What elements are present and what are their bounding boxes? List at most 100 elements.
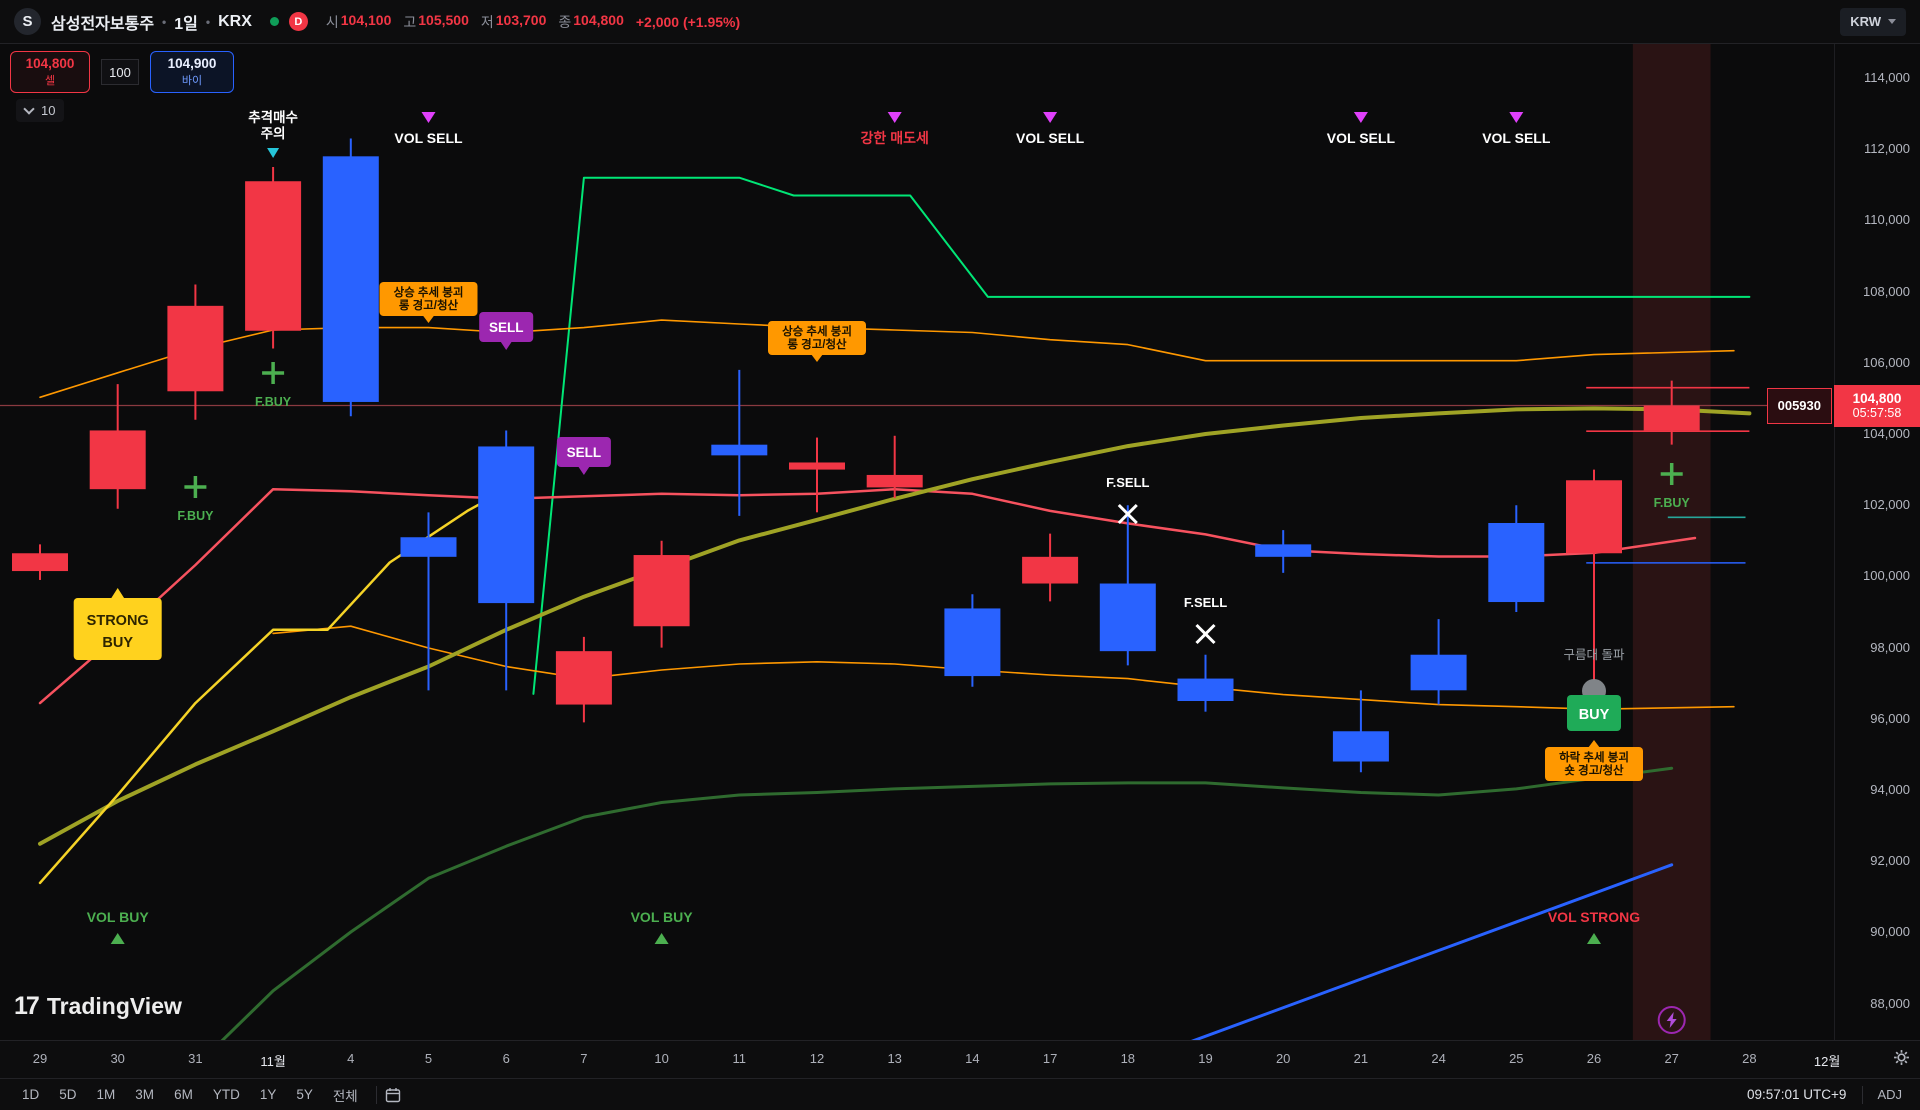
f-buy-label: F.BUY xyxy=(177,509,214,523)
date-axis-label: 11 xyxy=(732,1051,747,1066)
date-axis-label: 25 xyxy=(1509,1051,1524,1066)
high-value: 105,500 xyxy=(418,11,469,28)
candle-body xyxy=(789,462,845,470)
sell-button[interactable]: 104,800 셀 xyxy=(10,51,90,93)
price-axis-label: 98,000 xyxy=(1870,639,1910,655)
callout-text: 상승 추세 붕괴 xyxy=(782,324,852,338)
currency-selector[interactable]: KRW xyxy=(1840,7,1906,36)
sell-signal-text: SELL xyxy=(489,320,524,335)
symbol-title[interactable]: 삼성전자보통주 • 1일 • KRX xyxy=(51,10,252,34)
buy-price: 104,900 xyxy=(167,56,217,71)
close-label: 종 xyxy=(558,13,572,30)
callout-tail xyxy=(811,354,823,362)
date-axis-label: 6 xyxy=(502,1051,510,1066)
range-1d[interactable]: 1D xyxy=(22,1087,40,1102)
range-1m[interactable]: 1M xyxy=(96,1087,116,1102)
triangle-up-icon xyxy=(1587,933,1601,944)
date-axis-label: 21 xyxy=(1353,1051,1369,1066)
x-mark-icon xyxy=(1195,623,1216,645)
candle-body xyxy=(866,474,923,488)
date-axis-label: 26 xyxy=(1586,1051,1602,1066)
date-axis-label: 13 xyxy=(887,1051,902,1066)
exchange-clock[interactable]: 09:57:01 UTC+9 xyxy=(1747,1087,1847,1102)
toolbar-divider xyxy=(1862,1085,1864,1104)
triangle-down-icon xyxy=(421,112,436,123)
candle-body xyxy=(1488,523,1545,603)
range-1y[interactable]: 1Y xyxy=(259,1087,277,1102)
price-axis-label: 102,000 xyxy=(1863,497,1910,513)
symbol-logo-icon[interactable]: S xyxy=(14,8,41,35)
indicators-collapse-toggle[interactable]: 10 xyxy=(16,99,65,122)
gear-icon[interactable] xyxy=(1893,1049,1910,1071)
fast-ma-red-line xyxy=(38,487,1697,705)
last-price-tag: 104,800 05:57:58 xyxy=(1834,384,1920,427)
quantity-field[interactable]: 100 xyxy=(101,59,139,85)
candle-body xyxy=(555,651,612,705)
trend-darkgreen-line xyxy=(220,766,1674,1040)
candle-body xyxy=(400,537,457,557)
triangle-up-icon xyxy=(654,933,669,944)
calendar-icon[interactable] xyxy=(385,1087,401,1103)
date-axis-label: 19 xyxy=(1198,1051,1213,1066)
triangle-down-icon xyxy=(267,148,280,158)
indicator-count: 10 xyxy=(41,103,56,118)
tradingview-watermark: 17 TradingView xyxy=(14,992,182,1021)
range-ytd[interactable]: YTD xyxy=(212,1087,240,1102)
buy-button[interactable]: 104,900 바이 xyxy=(150,51,234,93)
candle-body xyxy=(1410,654,1467,691)
adjust-toggle[interactable]: ADJ xyxy=(1877,1087,1902,1102)
delayed-data-badge: D xyxy=(288,12,308,31)
separator-dot: • xyxy=(162,14,167,29)
currency-label: KRW xyxy=(1850,14,1881,29)
plus-icon xyxy=(184,476,207,498)
signal-yellow-line xyxy=(38,475,531,885)
date-axis-label: 7 xyxy=(580,1051,588,1066)
open-value: 104,100 xyxy=(340,11,392,28)
range-all[interactable]: 전체 xyxy=(332,1088,358,1104)
price-axis-label: 100,000 xyxy=(1863,568,1910,584)
candle-body xyxy=(944,608,1001,677)
high-label: 고 xyxy=(403,13,417,30)
date-axis-label: 17 xyxy=(1042,1051,1058,1066)
symbol-code-tag: 005930 xyxy=(1766,387,1832,424)
buy-signal-text: BUY xyxy=(1579,707,1610,723)
date-axis-label: 28 xyxy=(1742,1051,1757,1066)
candle-body xyxy=(1177,678,1234,701)
price-axis-label: 110,000 xyxy=(1863,212,1910,228)
vol-sell-label: VOL SELL xyxy=(1327,130,1396,146)
candle-body xyxy=(1099,583,1156,652)
strong-buy-text: STRONG xyxy=(87,613,149,629)
vol-sell-label: VOL SELL xyxy=(394,130,463,146)
callout-tail xyxy=(500,341,513,350)
price-axis[interactable]: 114,000 112,000 110,000 108,000 106,000 104,0… xyxy=(1834,44,1920,1040)
market-open-dot-icon xyxy=(269,17,279,26)
price-axis-label: 96,000 xyxy=(1870,710,1910,726)
bottom-toolbar: 1D 5D 1M 3M 6M YTD 1Y 5Y 전체 09:57:01 UTC… xyxy=(0,1078,1920,1110)
range-3m[interactable]: 3M xyxy=(135,1087,155,1102)
callout-tail xyxy=(110,588,125,599)
range-5y[interactable]: 5Y xyxy=(296,1087,313,1102)
lower-band-orange-line xyxy=(272,625,1735,711)
range-6m[interactable]: 6M xyxy=(174,1087,193,1102)
vol-sell-label: VOL SELL xyxy=(1016,130,1085,146)
chevron-down-icon xyxy=(1888,19,1896,24)
lightning-circle xyxy=(1657,1006,1686,1034)
price-axis-label: 112,000 xyxy=(1863,141,1910,157)
price-axis-label: 108,000 xyxy=(1863,283,1910,299)
vol-buy-label: VOL BUY xyxy=(87,909,150,925)
price-axis-label: 88,000 xyxy=(1870,995,1910,1011)
plus-icon xyxy=(262,362,285,384)
chase-warning-label: 주의 xyxy=(261,125,286,141)
separator-dot: • xyxy=(205,14,211,29)
price-axis-label: 104,000 xyxy=(1863,426,1910,441)
bar-countdown: 05:57:58 xyxy=(1852,406,1902,421)
f-sell-label: F.SELL xyxy=(1106,475,1149,490)
toolbar-divider xyxy=(375,1085,377,1104)
lightning-icon xyxy=(1666,1012,1677,1028)
range-5d[interactable]: 5D xyxy=(59,1087,77,1102)
date-axis[interactable]: 29 30 31 11월 4 5 6 7 10 11 12 13 14 17 18 19 20 21 24 25 26 2… xyxy=(0,1040,1920,1078)
ohlc-readout: 시 104,100 고 105,500 저 103,700 종 104,800 +2,0… xyxy=(326,12,740,32)
